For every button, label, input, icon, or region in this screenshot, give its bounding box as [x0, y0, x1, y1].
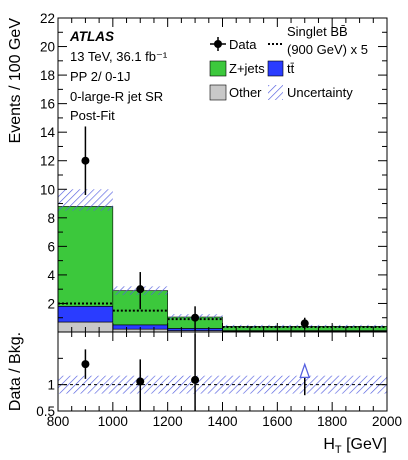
ratio-y-tick-label-1: 1: [47, 378, 55, 393]
x-tick-label-1600: 1600: [262, 414, 292, 429]
stacked-bars: [57, 206, 388, 333]
x-tick-label-1200: 1200: [153, 414, 183, 429]
legend-zjets: Z+jets: [209, 60, 265, 77]
x-tick-label-1400: 1400: [207, 414, 237, 429]
legend-uncertainty: Uncertainty: [268, 85, 353, 100]
ratio-points: [81, 333, 311, 411]
ratio-frame: [57, 331, 388, 412]
bar-zjets-0: [57, 206, 114, 307]
main-y-tick-label-8: 8: [47, 211, 55, 226]
main-panel: 2 4 6 8 10 12 14 16 18 20 22 Events / 100 GeV ATLA…: [7, 11, 388, 333]
data-point-0: [81, 156, 90, 165]
bar-tt-0: [57, 306, 114, 323]
data-point-1: [136, 285, 145, 294]
main-y-tick-label-4: 4: [47, 268, 55, 283]
legend-other-swatch: [209, 84, 227, 101]
ratio-point-2: [191, 375, 200, 384]
legend-ttbar-label: tt̄: [287, 61, 295, 76]
region-label: 0-large-R jet SR: [70, 89, 163, 104]
uncertainty-bin-0: [58, 189, 113, 211]
x-tick-label-2000: 2000: [372, 414, 402, 429]
ratio-point-0: [81, 360, 90, 369]
x-tick-label-800: 800: [47, 414, 70, 429]
ratio-arrow-marker: [299, 362, 311, 378]
legend-zjets-label: Z+jets: [229, 61, 265, 76]
ratio-x-axis: 800 1000 1200 1400 1600 1800 2000: [47, 332, 402, 429]
main-y-axis-title: Events / 100 GeV: [7, 18, 24, 144]
ratio-y-axis-title: Data / Bkg.: [7, 332, 24, 411]
x-axis-title: HT [GeV]: [323, 436, 387, 456]
main-y-tick-label-16: 16: [40, 97, 55, 112]
legend-ttbar: tt̄: [267, 60, 295, 77]
x-tick-label-1800: 1800: [317, 414, 347, 429]
atlas-label: ATLAS: [69, 29, 114, 44]
legend-zjets-swatch: [209, 60, 227, 77]
main-y-tick-label-22: 22: [40, 11, 55, 26]
legend-data-label: Data: [229, 37, 257, 52]
channel-label: PP 2/ 0-1J: [70, 69, 130, 84]
legend-data-marker: [214, 40, 222, 48]
fit-label: Post-Fit: [70, 108, 115, 123]
ratio-point-1: [136, 377, 145, 386]
main-y-tick-label-10: 10: [40, 182, 55, 197]
main-y-tick-label-2: 2: [47, 296, 55, 311]
data-point-2: [191, 313, 200, 322]
energy-lumi-label: 13 TeV, 36.1 fb⁻¹: [70, 49, 168, 64]
ratio-y-axis: 0.51: [36, 357, 387, 419]
main-y-tick-label-18: 18: [40, 68, 55, 83]
data-points: [81, 126, 309, 331]
annotation-block: ATLAS 13 TeV, 36.1 fb⁻¹ PP 2/ 0-1J 0-lar…: [69, 29, 168, 123]
legend-uncertainty-swatch: [268, 85, 283, 100]
main-x-ticks: [57, 18, 388, 332]
legend-uncertainty-label: Uncertainty: [287, 85, 353, 100]
legend-other-label: Other: [229, 85, 262, 100]
legend-data: Data: [210, 37, 257, 52]
main-y-axis: 2 4 6 8 10 12 14 16 18 20 22: [40, 11, 387, 319]
legend-signal-label-line1: Singlet BB̄: [287, 24, 348, 39]
ratio-y-tick-label-0.5: 0.5: [36, 404, 55, 419]
legend-other: Other: [209, 84, 262, 101]
main-y-tick-label-20: 20: [40, 40, 55, 55]
main-y-tick-label-6: 6: [47, 239, 55, 254]
ratio-panel: 0.51 800 1000 1200 1400 1600 1800 2000 Data / …: [7, 331, 402, 456]
legend-signal: Singlet BB̄ (900 GeV) x 5: [268, 24, 368, 57]
x-tick-label-1000: 1000: [98, 414, 128, 429]
data-point-3: [300, 319, 309, 328]
main-y-tick-label-14: 14: [40, 125, 56, 140]
main-y-tick-label-12: 12: [40, 154, 55, 169]
legend: Data Singlet BB̄ (900 GeV) x 5 Z+jets tt…: [209, 24, 368, 101]
legend-signal-label-line2: (900 GeV) x 5: [287, 42, 368, 57]
legend-ttbar-swatch: [267, 60, 284, 77]
